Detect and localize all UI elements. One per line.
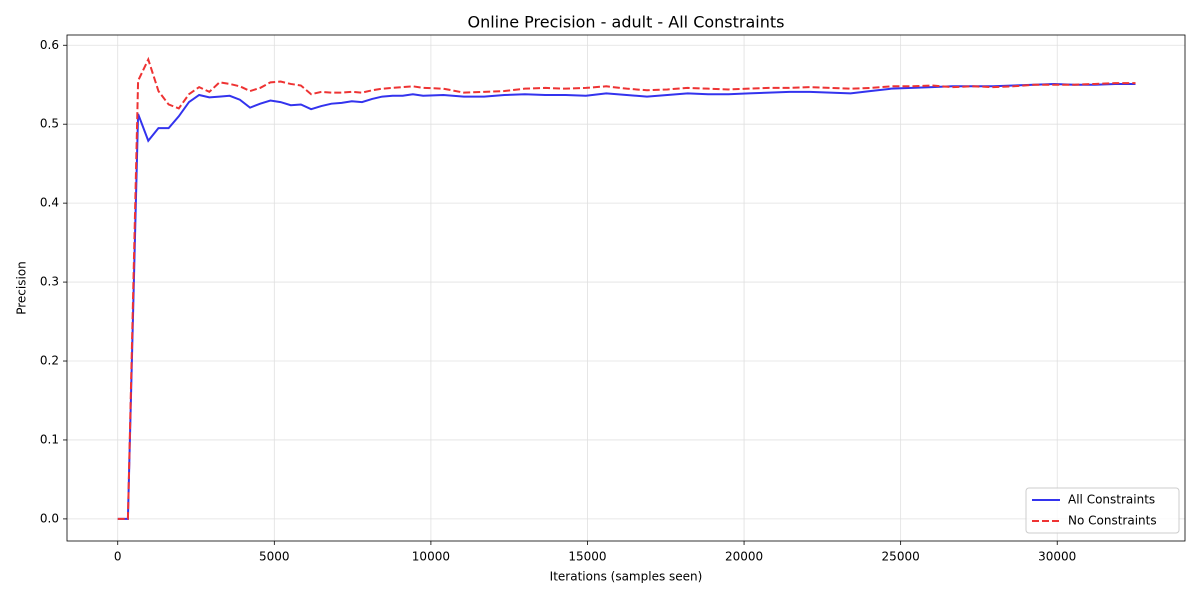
y-tick-label: 0.2: [40, 354, 59, 368]
x-axis-label: Iterations (samples seen): [550, 570, 703, 584]
y-tick-label: 0.5: [40, 117, 59, 131]
x-tick-label: 25000: [882, 550, 920, 564]
x-tick-label: 10000: [412, 550, 450, 564]
series-line: [117, 56, 1136, 520]
y-tick-label: 0.3: [40, 275, 59, 289]
y-tick-label: 0.4: [40, 196, 59, 210]
x-tick-label: 0: [114, 550, 122, 564]
legend-box: [1025, 487, 1180, 534]
y-tick-label: 0.1: [40, 432, 59, 446]
y-tick-label: 0.0: [40, 511, 59, 525]
series-line: [117, 82, 1136, 520]
legend-label: No Constraints: [1068, 514, 1157, 528]
legend-label: All Constraints: [1068, 493, 1155, 507]
x-tick-label: 5000: [259, 550, 290, 564]
y-tick-label: 0.6: [40, 38, 59, 52]
x-tick-label: 20000: [725, 550, 763, 564]
chart-title: Online Precision - adult - All Constrain…: [467, 13, 784, 32]
y-axis-label: Precision: [15, 261, 29, 315]
x-tick-label: 30000: [1038, 550, 1076, 564]
plot-frame: [66, 34, 1186, 542]
x-tick-label: 15000: [568, 550, 606, 564]
